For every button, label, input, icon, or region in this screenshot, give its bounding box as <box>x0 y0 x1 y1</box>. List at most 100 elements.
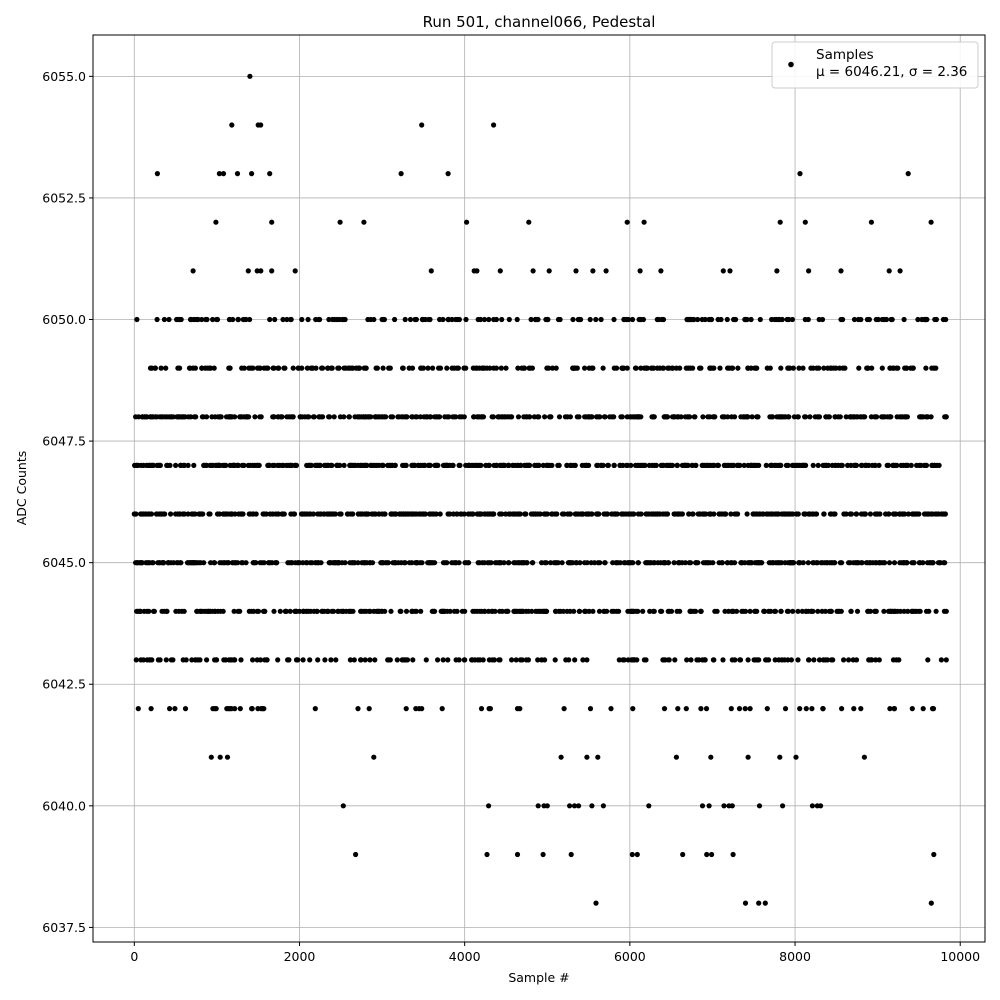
data-point <box>902 511 908 517</box>
data-point <box>630 560 636 566</box>
data-point <box>498 365 504 371</box>
data-point <box>488 560 494 566</box>
data-point <box>403 462 409 468</box>
data-point <box>842 365 848 371</box>
data-point-outlier <box>247 73 253 79</box>
data-point <box>777 754 783 760</box>
data-point <box>404 657 411 663</box>
data-point <box>332 511 339 517</box>
data-point <box>917 608 923 614</box>
data-point-outlier <box>491 122 497 128</box>
y-axis-ticks: 6037.5 6040.0 6042.5 6045.0 6047.5 6050.0 6052… <box>42 69 93 935</box>
data-point <box>341 462 347 468</box>
data-point <box>854 608 861 614</box>
data-point-outlier <box>780 803 786 809</box>
data-point <box>311 414 317 420</box>
data-point <box>790 608 796 614</box>
data-point <box>232 414 238 420</box>
data-point <box>513 657 519 663</box>
data-point <box>367 657 373 663</box>
x-tick-label: 4000 <box>449 949 481 964</box>
data-point <box>635 560 642 566</box>
data-point <box>625 316 632 323</box>
y-tick-label: 6040.0 <box>42 798 86 813</box>
data-point-outlier <box>905 171 911 177</box>
data-point <box>218 414 224 420</box>
data-point <box>355 560 361 566</box>
data-point <box>374 365 380 371</box>
data-point-outlier <box>234 171 241 177</box>
data-point <box>314 608 320 614</box>
data-point <box>299 316 305 323</box>
data-point <box>201 560 207 566</box>
data-point <box>313 365 319 371</box>
data-point <box>727 268 733 274</box>
data-point <box>419 706 425 712</box>
data-point <box>330 608 337 614</box>
data-point <box>456 657 462 663</box>
data-point <box>296 608 303 614</box>
data-point <box>943 657 949 663</box>
data-point <box>737 657 744 663</box>
data-point <box>745 657 751 663</box>
data-point <box>214 657 220 663</box>
data-point <box>281 511 287 517</box>
data-point <box>275 511 281 517</box>
data-point <box>916 511 922 517</box>
data-point <box>232 657 238 663</box>
data-point <box>276 365 282 371</box>
data-point <box>666 657 672 663</box>
data-point <box>561 706 567 712</box>
data-point <box>858 316 864 323</box>
data-point <box>566 657 572 663</box>
data-point <box>658 268 664 274</box>
data-point-outlier <box>629 851 635 858</box>
data-point <box>754 365 760 371</box>
data-point <box>909 706 915 712</box>
data-point <box>702 657 708 663</box>
data-point <box>590 268 596 274</box>
data-point <box>288 316 294 323</box>
data-point <box>766 657 772 663</box>
data-point <box>427 316 433 323</box>
data-point <box>181 462 188 468</box>
data-point <box>464 219 470 225</box>
data-point <box>819 316 826 323</box>
data-point <box>628 462 634 468</box>
data-point <box>163 657 169 663</box>
data-point <box>853 511 860 517</box>
data-point <box>422 462 428 468</box>
data-point <box>802 219 808 225</box>
data-point <box>621 365 627 371</box>
data-point <box>806 268 812 274</box>
data-point <box>810 365 816 371</box>
data-point <box>403 608 410 614</box>
data-point <box>840 316 846 323</box>
data-point <box>329 365 335 371</box>
data-point <box>279 414 285 420</box>
data-point <box>763 462 769 468</box>
data-point <box>846 657 852 663</box>
data-point <box>674 462 681 468</box>
data-point <box>217 754 223 760</box>
data-point <box>183 657 189 663</box>
data-point <box>402 560 408 566</box>
data-point <box>204 657 210 663</box>
data-point <box>891 560 898 566</box>
data-point <box>462 608 468 614</box>
data-point-outlier <box>797 171 803 177</box>
data-point <box>351 657 357 663</box>
data-point <box>895 365 901 371</box>
data-point <box>413 608 419 614</box>
data-point <box>529 608 535 614</box>
data-point <box>664 511 671 517</box>
data-point <box>440 657 446 663</box>
data-point <box>181 511 188 517</box>
data-point <box>943 414 949 420</box>
data-point <box>347 657 353 663</box>
data-point <box>230 316 236 323</box>
data-point <box>482 608 488 614</box>
data-point <box>237 706 243 712</box>
data-point <box>157 657 163 663</box>
data-point <box>732 414 738 420</box>
